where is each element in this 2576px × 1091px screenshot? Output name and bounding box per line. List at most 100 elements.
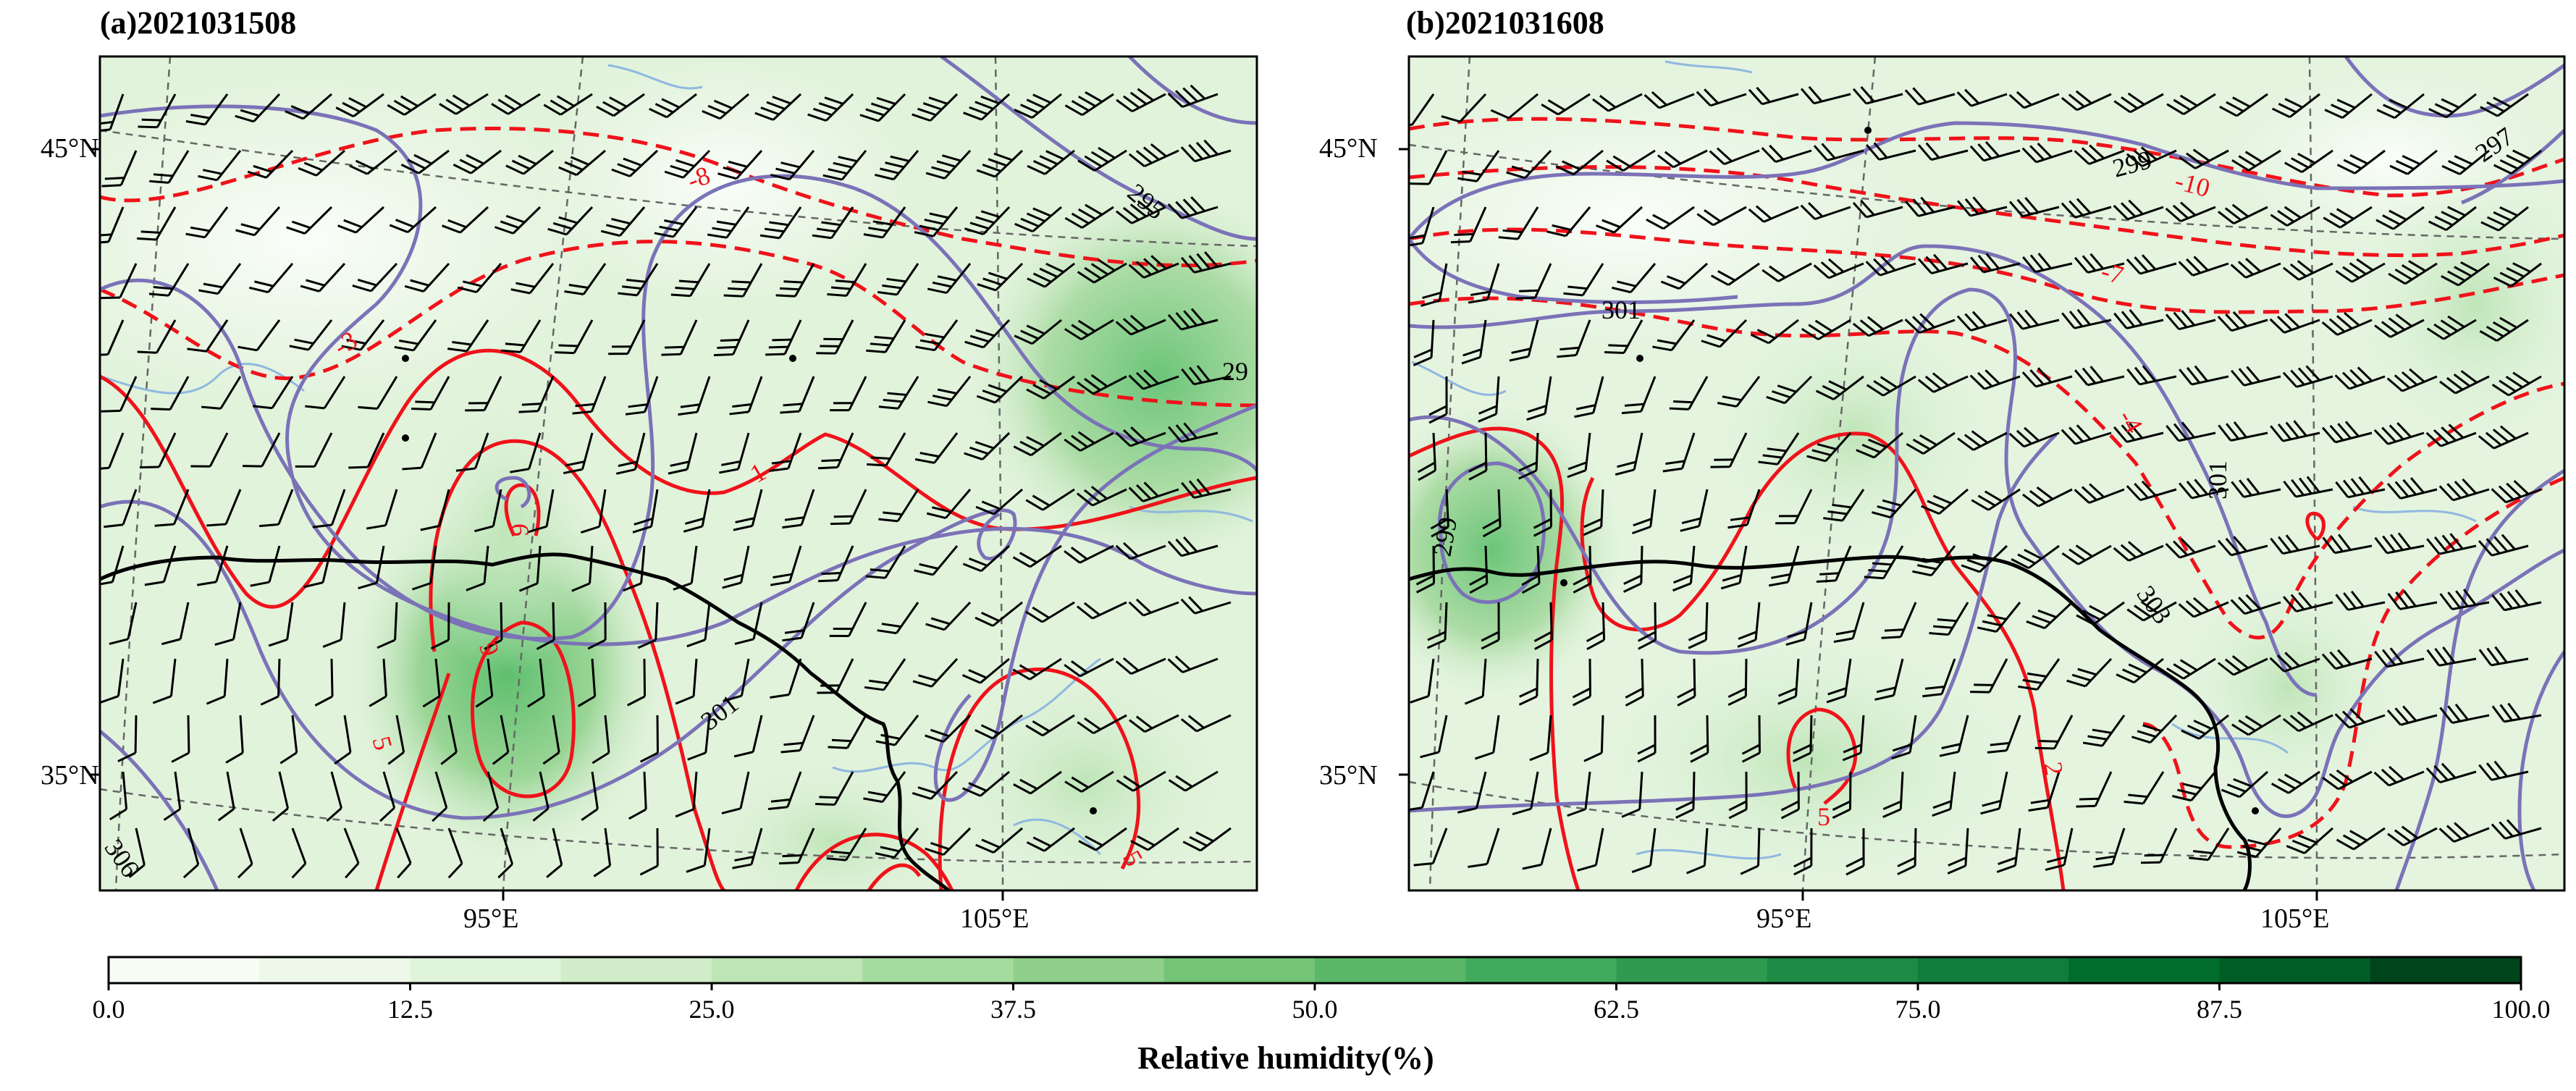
wind-barb	[2221, 770, 2269, 799]
wind-barb	[2479, 316, 2529, 342]
colorbar-segment	[259, 957, 411, 983]
wind-barb	[2116, 657, 2164, 684]
wind-barb	[815, 771, 854, 806]
wind-barb	[1815, 375, 1864, 400]
wind-barb	[1758, 432, 1800, 466]
wind-barb	[564, 263, 607, 295]
wind-barb	[148, 263, 190, 297]
wind-barb	[1660, 262, 1709, 290]
wind-barb	[1064, 657, 1114, 678]
wind-barb	[1026, 827, 1075, 852]
panel-b-moist-e	[2346, 159, 2564, 449]
wind-barb	[100, 432, 125, 471]
wind-barb	[1917, 142, 1969, 161]
wind-barb	[1064, 203, 1114, 229]
wind-barb	[1904, 87, 1956, 106]
wind-barb	[1906, 431, 1956, 455]
wind-barb	[639, 715, 660, 763]
wind-barb	[769, 432, 802, 473]
wind-barb	[217, 771, 235, 822]
wind-barb	[2074, 144, 2125, 165]
wind-barb	[770, 545, 802, 586]
wind-barb	[600, 206, 646, 237]
wind-barb	[138, 93, 177, 129]
wind-barb	[925, 149, 972, 180]
colorbar-tick-label: 50.0	[1292, 995, 1338, 1024]
wind-barb	[1474, 715, 1500, 760]
panel-a-station-dots	[402, 355, 1097, 814]
wind-barb	[2126, 146, 2177, 167]
wind-barb	[2478, 646, 2529, 667]
panel-b-temp-contour-299	[1409, 121, 2564, 240]
wind-barb	[649, 93, 697, 119]
wind-barb	[1430, 489, 1449, 538]
wind-barb	[1980, 771, 2008, 815]
wind-barb	[1012, 544, 1062, 568]
wind-barb	[661, 319, 698, 356]
wind-barb	[927, 376, 972, 408]
wind-barb	[2426, 315, 2477, 340]
wind-barb	[826, 827, 867, 862]
wind-barb	[2189, 827, 2230, 862]
wind-barb	[237, 319, 281, 352]
panel-b-graticule	[1409, 56, 2564, 890]
wind-barb	[1929, 602, 1969, 636]
wind-barb	[1577, 827, 1604, 872]
wind-barb	[298, 149, 345, 177]
wind-barb	[2061, 424, 2112, 445]
wind-barb	[1567, 432, 1591, 479]
wind-barb	[198, 150, 242, 182]
wind-barb	[411, 376, 450, 411]
wind-barb	[818, 545, 854, 583]
wind-barb	[1557, 319, 1591, 358]
wind-barb	[878, 489, 919, 523]
wind-barb	[1555, 149, 1604, 176]
wind-barb	[1696, 88, 1747, 107]
wind-barb	[352, 262, 398, 292]
wind-barb	[2425, 762, 2477, 784]
wind-barb	[250, 545, 281, 587]
wind-barb	[2493, 149, 2542, 175]
wind-barb	[235, 206, 281, 237]
wind-barb	[2439, 589, 2490, 611]
wind-barb	[2426, 533, 2477, 555]
wind-barb	[877, 602, 919, 635]
wind-barb	[1637, 602, 1657, 650]
panel-b-lat-label-45: 45°N	[1319, 133, 1378, 164]
wind-barb	[334, 715, 352, 765]
wind-barb	[1832, 771, 1852, 820]
wind-barb	[2335, 590, 2386, 611]
wind-barb	[1014, 319, 1062, 345]
wind-barb	[2425, 424, 2477, 447]
wind-barb	[961, 657, 1010, 684]
wind-barb	[639, 827, 659, 876]
wind-barb	[914, 545, 959, 576]
wind-barb	[2074, 483, 2125, 504]
wind-barb	[2028, 771, 2061, 812]
wind-barb	[206, 658, 229, 705]
wind-barb	[2217, 311, 2268, 332]
wind-barb	[1881, 602, 1917, 639]
colorbar-tick-label: 62.5	[1594, 995, 1639, 1024]
wind-barb	[1615, 432, 1643, 476]
wind-barb	[510, 432, 542, 473]
panel-a-lon-label-105: 105°E	[960, 903, 1030, 934]
wind-barb	[1957, 196, 2008, 217]
wind-barb	[611, 149, 659, 177]
wind-barb	[1168, 770, 1218, 792]
wind-barb	[1025, 601, 1075, 623]
wind-barb	[1441, 93, 1487, 123]
wind-barb	[2480, 206, 2529, 232]
wind-barb	[1793, 827, 1813, 876]
wind-barb	[527, 658, 545, 708]
wind-barb	[1727, 658, 1748, 707]
wind-barb	[1740, 827, 1761, 875]
wind-barb	[2321, 649, 2373, 670]
wind-barb	[1478, 376, 1500, 423]
wind-barb	[925, 827, 972, 856]
wind-barb	[305, 376, 346, 410]
wind-barb	[2166, 93, 2216, 115]
wind-barb	[1509, 319, 1539, 362]
wind-barb	[128, 827, 146, 878]
wind-barb	[100, 263, 138, 300]
